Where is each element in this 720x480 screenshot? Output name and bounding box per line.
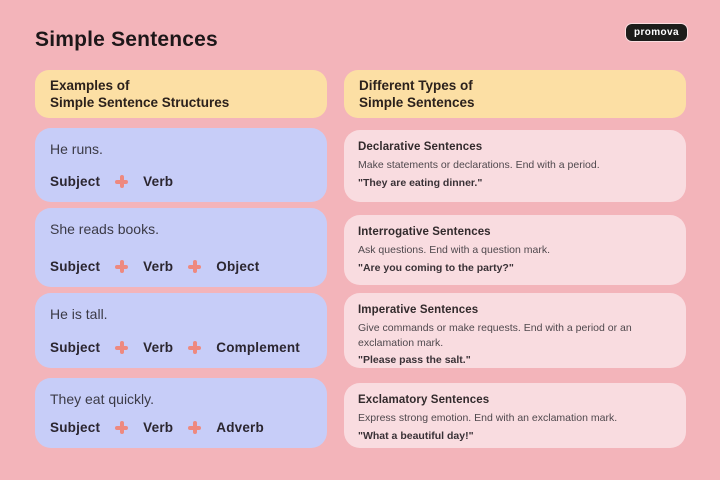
structure-part: Object bbox=[216, 259, 260, 274]
plus-icon bbox=[115, 175, 129, 188]
examples-header-line1: Examples of bbox=[50, 78, 130, 93]
type-description: Express strong emotion. End with an excl… bbox=[358, 412, 618, 424]
plus-icon bbox=[115, 421, 129, 434]
type-description: Give commands or make requests. End with… bbox=[358, 322, 632, 349]
type-card-imperative: Imperative Sentences Give commands or ma… bbox=[344, 293, 686, 368]
type-example: "They are eating dinner." bbox=[358, 176, 483, 189]
plus-icon bbox=[115, 260, 129, 273]
example-card-subject-verb-object: She reads books. Subject Verb Object bbox=[35, 208, 327, 287]
example-card-subject-verb-adverb: They eat quickly. Subject Verb Adverb bbox=[35, 378, 327, 448]
promova-logo: promova bbox=[625, 24, 687, 41]
example-sentence: She reads books. bbox=[50, 221, 159, 237]
example-sentence: He runs. bbox=[50, 141, 103, 157]
type-card-exclamatory: Exclamatory Sentences Express strong emo… bbox=[344, 383, 686, 448]
types-header: Different Types of Simple Sentences bbox=[344, 70, 686, 118]
structure-part: Verb bbox=[143, 420, 174, 435]
example-sentence: He is tall. bbox=[50, 306, 108, 322]
structure-part: Verb bbox=[143, 340, 174, 355]
structure-part: Verb bbox=[143, 174, 174, 189]
plus-icon bbox=[188, 341, 202, 354]
plus-icon bbox=[115, 341, 129, 354]
type-description: Make statements or declarations. End wit… bbox=[358, 159, 600, 171]
sentence-structure: Subject Verb Object bbox=[50, 259, 312, 274]
type-example: "Please pass the salt." bbox=[358, 354, 471, 367]
page-title: Simple Sentences bbox=[35, 28, 218, 51]
sentence-structure: Subject Verb Complement bbox=[50, 340, 312, 355]
type-title: Imperative Sentences bbox=[358, 304, 479, 316]
sentence-structure: Subject Verb Adverb bbox=[50, 420, 312, 435]
type-title: Interrogative Sentences bbox=[358, 226, 491, 238]
structure-part: Complement bbox=[216, 340, 301, 355]
plus-icon bbox=[188, 421, 202, 434]
examples-header: Examples of Simple Sentence Structures bbox=[35, 70, 327, 118]
types-header-line1: Different Types of bbox=[359, 78, 473, 93]
topbar: Simple Sentences promova bbox=[35, 24, 687, 52]
structure-part: Subject bbox=[50, 340, 101, 355]
example-sentence: They eat quickly. bbox=[50, 391, 155, 407]
examples-header-line2: Simple Sentence Structures bbox=[50, 94, 230, 110]
type-card-declarative: Declarative Sentences Make statements or… bbox=[344, 130, 686, 202]
structure-part: Subject bbox=[50, 420, 101, 435]
type-title: Declarative Sentences bbox=[358, 141, 483, 153]
types-column: Different Types of Simple Sentences Decl… bbox=[344, 70, 686, 448]
type-card-interrogative: Interrogative Sentences Ask questions. E… bbox=[344, 215, 686, 285]
type-example: "Are you coming to the party?" bbox=[358, 261, 514, 274]
type-title: Exclamatory Sentences bbox=[358, 394, 490, 406]
type-example: "What a beautiful day!" bbox=[358, 429, 474, 442]
structure-part: Adverb bbox=[216, 420, 264, 435]
example-card-subject-verb-complement: He is tall. Subject Verb Complement bbox=[35, 293, 327, 368]
structure-part: Subject bbox=[50, 174, 101, 189]
examples-column: Examples of Simple Sentence Structures H… bbox=[35, 70, 327, 448]
example-card-subject-verb: He runs. Subject Verb bbox=[35, 128, 327, 202]
plus-icon bbox=[188, 260, 202, 273]
structure-part: Subject bbox=[50, 259, 101, 274]
structure-part: Verb bbox=[143, 259, 174, 274]
types-header-line2: Simple Sentences bbox=[359, 94, 475, 110]
type-description: Ask questions. End with a question mark. bbox=[358, 244, 551, 256]
sentence-structure: Subject Verb bbox=[50, 174, 312, 189]
